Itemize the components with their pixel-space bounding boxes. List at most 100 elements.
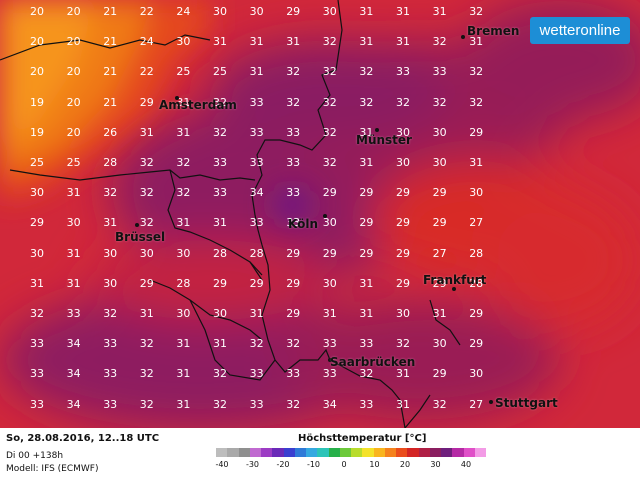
legend-color-swatch (407, 448, 419, 457)
grid-temperature-value: 30 (322, 5, 337, 18)
grid-temperature-value: 33 (322, 367, 337, 381)
grid-temperature-value: 32 (213, 397, 227, 411)
grid-temperature-value: 30 (396, 307, 410, 320)
grid-temperature-value: 33 (213, 156, 227, 169)
grid-temperature-value: 30 (103, 246, 118, 260)
grid-temperature-value: 33 (286, 186, 301, 200)
legend-color-swatch (306, 448, 318, 457)
grid-temperature-value: 32 (396, 95, 410, 109)
grid-temperature-value: 29 (249, 276, 264, 290)
grid-temperature-value: 33 (30, 367, 44, 381)
grid-temperature-value: 31 (213, 216, 227, 230)
grid-temperature-value: 31 (176, 95, 191, 109)
grid-temperature-value: 32 (469, 5, 484, 18)
grid-temperature-value: 33 (30, 397, 44, 411)
grid-temperature-value: 33 (359, 337, 374, 351)
grid-temperature-value: 25 (176, 65, 191, 79)
grid-temperature-value: 20 (66, 65, 81, 79)
grid-temperature-value: 31 (66, 276, 81, 290)
grid-temperature-value: 19 (30, 95, 44, 109)
grid-temperature-value: 20 (66, 35, 81, 49)
grid-temperature-value: 33 (103, 397, 118, 411)
grid-temperature-value: 31 (176, 216, 191, 230)
grid-temperature-value: 20 (30, 5, 44, 18)
legend-color-swatch (463, 448, 475, 457)
grid-temperature-value: 29 (469, 307, 484, 320)
grid-temperature-value: 31 (30, 276, 44, 290)
grid-temperature-value: 29 (432, 216, 447, 230)
grid-temperature-value: 31 (249, 35, 264, 49)
grid-temperature-value: 31 (359, 276, 374, 290)
grid-temperature-value: 32 (359, 65, 374, 79)
city-marker (323, 214, 327, 218)
grid-temperature-value: 21 (103, 95, 118, 109)
grid-temperature-value: 30 (396, 125, 410, 139)
grid-temperature-value: 31 (139, 307, 154, 320)
grid-temperature-value: 31 (103, 216, 118, 230)
legend-color-swatch (351, 448, 363, 457)
grid-temperature-value: 30 (176, 35, 191, 49)
grid-temperature-value: 20 (30, 65, 44, 79)
legend-color-swatch (362, 448, 374, 457)
grid-temperature-value: 34 (66, 337, 81, 351)
grid-temperature-value: 29 (139, 95, 154, 109)
grid-temperature-value: 31 (249, 307, 264, 320)
grid-temperature-value: 32 (213, 125, 227, 139)
grid-temperature-value: 34 (66, 367, 81, 381)
grid-temperature-value: 31 (396, 5, 410, 18)
grid-temperature-value: 33 (359, 397, 374, 411)
grid-temperature-value: 22 (139, 65, 154, 79)
grid-temperature-value: 32 (176, 186, 191, 200)
grid-temperature-value: 28 (176, 276, 191, 290)
grid-temperature-value: 32 (103, 186, 118, 200)
city-label: Brüssel (115, 230, 166, 244)
legend-title: Höchsttemperatur [°C] (298, 433, 427, 444)
grid-temperature-value: 32 (30, 307, 44, 320)
grid-temperature-value: 32 (139, 397, 154, 411)
grid-temperature-value: 33 (322, 337, 337, 351)
legend-color-swatch (272, 448, 284, 457)
grid-temperature-value: 33 (432, 65, 447, 79)
wetteronline-logo[interactable]: wetteronline (530, 17, 630, 44)
legend-color-swatch (373, 448, 385, 457)
legend-color-swatch (261, 448, 273, 457)
grid-temperature-value: 30 (469, 186, 484, 200)
cool-region (0, 0, 310, 221)
legend-color-swatch (294, 448, 306, 457)
city-label: Bremen (467, 24, 520, 38)
grid-temperature-value: 29 (30, 216, 44, 230)
legend-color-swatch (227, 448, 239, 457)
grid-temperature-value: 31 (66, 246, 81, 260)
grid-temperature-value: 32 (432, 397, 447, 411)
grid-temperature-value: 31 (176, 367, 191, 381)
grid-temperature-value: 32 (176, 156, 191, 169)
grid-temperature-value: 31 (139, 125, 154, 139)
grid-temperature-value: 31 (359, 35, 374, 49)
grid-temperature-value: 31 (66, 186, 81, 200)
grid-temperature-value: 32 (322, 35, 337, 49)
grid-temperature-value: 20 (66, 5, 81, 18)
grid-temperature-value: 21 (103, 5, 118, 18)
grid-temperature-value: 31 (176, 337, 191, 351)
grid-temperature-value: 30 (176, 307, 191, 320)
map-canvas (0, 0, 640, 428)
grid-temperature-value: 33 (396, 65, 410, 79)
legend-tick-label: 30 (430, 460, 441, 469)
grid-temperature-value: 32 (286, 397, 301, 411)
legend-tick-label: -40 (215, 460, 229, 469)
grid-temperature-value: 32 (322, 125, 337, 139)
grid-temperature-value: 30 (469, 367, 484, 381)
grid-temperature-value: 27 (469, 216, 484, 230)
grid-temperature-value: 32 (322, 95, 337, 109)
city-label: Stuttgart (495, 396, 558, 410)
grid-temperature-value: 32 (432, 35, 447, 49)
grid-temperature-value: 33 (286, 367, 301, 381)
grid-temperature-value: 32 (139, 156, 154, 169)
grid-temperature-value: 25 (213, 65, 227, 79)
grid-temperature-value: 29 (286, 307, 301, 320)
city-marker (452, 287, 456, 291)
footer-panel: So, 28.08.2016, 12..18 UTC Di 00 +138h M… (0, 428, 640, 478)
grid-temperature-value: 27 (432, 246, 447, 260)
city-marker (135, 223, 139, 227)
grid-temperature-value: 32 (322, 65, 337, 79)
